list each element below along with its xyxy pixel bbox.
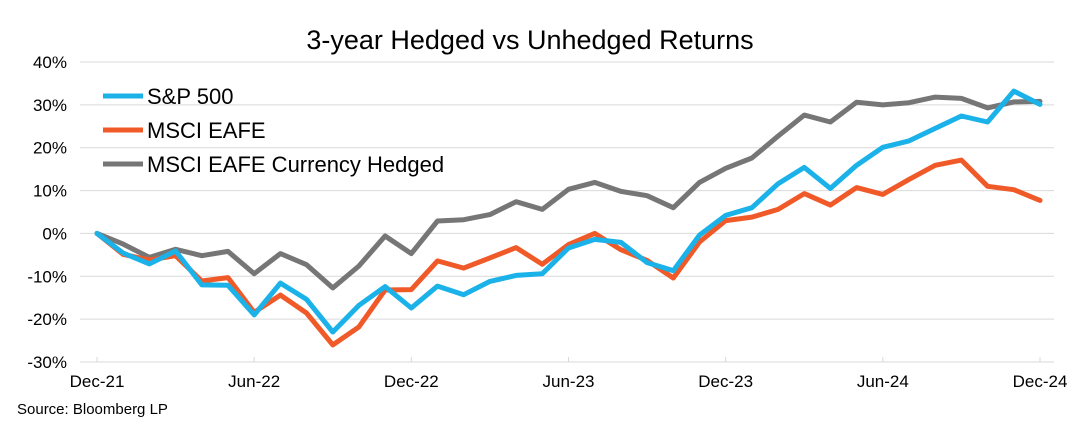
y-tick-label: -30% (27, 353, 67, 372)
series-line-msci-eafe-currency-hedged (94, 94, 1043, 291)
source-note: Source: Bloomberg LP (17, 401, 168, 418)
legend: S&P 500 MSCI EAFE MSCI EAFE Currency Hedge… (103, 84, 444, 177)
gridlines (80, 61, 1054, 363)
legend-label: MSCI EAFE Currency Hedged (147, 152, 444, 177)
x-tick-label: Jun-22 (228, 372, 280, 391)
y-tick-label: 30% (33, 96, 67, 115)
series-lines (94, 88, 1043, 348)
y-axis-ticks: 40% 30% 20% 10% 0% -10% -20% -30% (27, 53, 67, 372)
y-tick-label: -20% (27, 310, 67, 329)
x-tick-label: Dec-24 (1013, 372, 1068, 391)
y-tick-label: 10% (33, 182, 67, 201)
y-tick-label: 0% (42, 224, 67, 243)
x-tick-label: Dec-21 (70, 372, 125, 391)
x-tick-label: Jun-23 (543, 372, 595, 391)
y-tick-label: 20% (33, 139, 67, 158)
x-tick-label: Dec-22 (384, 372, 439, 391)
x-tick-label: Jun-24 (857, 372, 909, 391)
chart-title: 3-year Hedged vs Unhedged Returns (306, 25, 753, 55)
legend-label: S&P 500 (147, 84, 233, 109)
y-tick-label: 40% (33, 53, 67, 72)
legend-label: MSCI EAFE (147, 118, 266, 143)
x-axis-ticks: Dec-21 Jun-22 Dec-22 Jun-23 Dec-23 Jun-24 Dec-… (70, 357, 1068, 391)
series-line-s-p-500 (94, 88, 1043, 335)
x-tick-label: Dec-23 (698, 372, 753, 391)
y-tick-label: -10% (27, 267, 67, 286)
